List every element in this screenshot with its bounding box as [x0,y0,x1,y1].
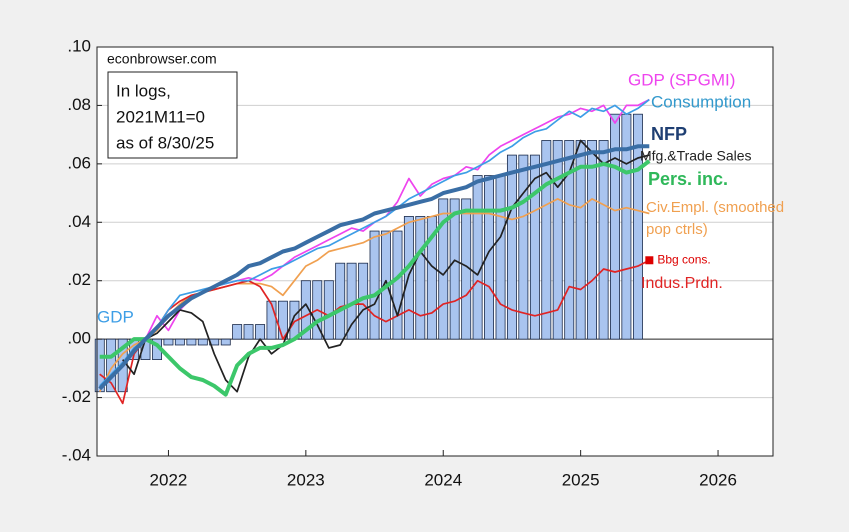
y-tick-label: -.04 [62,445,91,464]
series-line [99,159,651,397]
series-label: GDP [97,307,134,326]
x-tick-label: 2023 [287,470,325,489]
bar [266,300,277,340]
series-label: Consumption [651,92,751,111]
bar [587,140,598,340]
bar [518,154,529,340]
bar [220,338,231,346]
note-box [107,71,238,159]
y-tick-label: .00 [67,329,91,348]
y-tick-label: .02 [67,270,91,289]
bar [174,338,185,346]
x-tick-label: 2022 [150,470,188,489]
y-tick-label: .04 [67,212,91,231]
series-label: Pers. inc. [648,169,728,189]
bar [529,154,540,340]
x-tick-label: 2026 [699,470,737,489]
point-label: Bbg cons. [657,252,710,266]
series-label: NFP [651,124,687,144]
bar [541,140,552,340]
note-line: 2021M11=0 [116,107,205,126]
y-tick-label: .10 [67,36,91,55]
bar [232,324,243,340]
bar [564,140,575,340]
bar [495,175,506,340]
bar [610,113,620,340]
bar [335,262,346,340]
bar [598,140,609,340]
y-tick-label: -.02 [62,387,91,406]
y-tick-label: .06 [67,153,91,172]
plot-frame [96,46,774,457]
bar [632,113,643,340]
bar [106,338,117,393]
series-label: GDP (SPGMI) [628,70,735,89]
series-label: Civ.Empl. (smoothed pop ctrls) [646,199,785,238]
y-tick-label: .08 [67,95,91,114]
note-line: as of 8/30/25 [116,133,214,152]
bar [369,230,380,340]
note-line: In logs, [116,81,171,100]
bar [506,154,517,340]
series-label: Indus.Prdn. [641,275,723,292]
series-label-box: Civ.Empl. (smoothed pop ctrls) [646,199,785,238]
bar [186,338,197,346]
bar [449,198,460,340]
bar [255,324,266,340]
series-line [98,144,650,391]
bar [472,175,483,340]
bar [243,324,254,340]
x-tick-label: 2025 [562,470,600,489]
bar [163,338,174,346]
x-tick-label: 2024 [424,470,462,489]
bar [484,175,494,340]
bar [323,280,334,340]
source: econbrowser.com [107,51,217,67]
series-label: Mfg.&Trade Sales [640,148,752,164]
series-line [122,139,650,393]
point-marker [645,256,654,265]
series-line [99,259,650,405]
bar [552,140,563,340]
bar [415,216,426,340]
bar [392,230,403,340]
bar [197,338,208,346]
series-line [99,98,650,387]
